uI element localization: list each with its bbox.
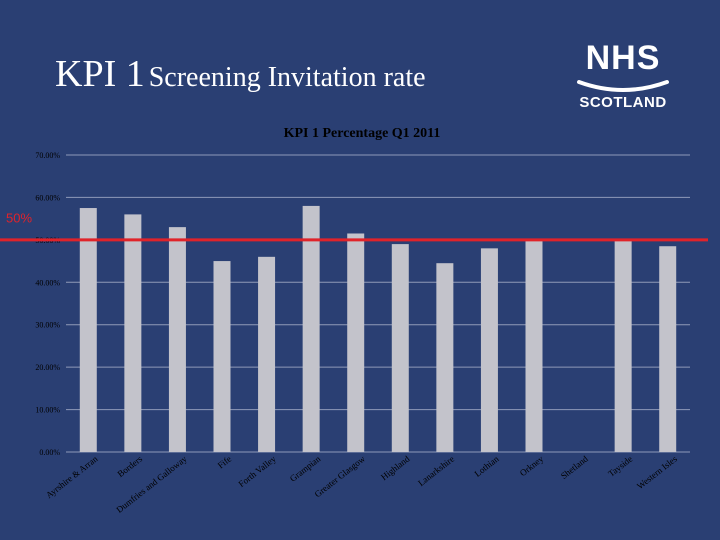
logo-swoosh-icon — [577, 80, 669, 92]
x-tick-label: Borders — [115, 453, 144, 479]
bar — [258, 256, 276, 452]
y-tick-label: 40.00% — [35, 278, 60, 287]
slide-title-rest: Screening Invitation rate — [148, 62, 426, 93]
y-tick-label: 30.00% — [35, 321, 60, 330]
x-tick-label: Lanarkshire — [416, 454, 456, 488]
x-tick-label: Orkney — [518, 453, 546, 478]
chart-title: KPI 1 Percentage Q1 2011 — [284, 126, 441, 141]
bar — [436, 263, 454, 452]
bar — [659, 246, 677, 452]
nhs-scotland-logo: NHS SCOTLAND — [568, 38, 678, 118]
x-tick-label: Fife — [216, 454, 234, 471]
y-tick-label: 10.00% — [35, 406, 60, 415]
x-tick-label: Highland — [379, 453, 412, 482]
y-tick-label: 20.00% — [35, 363, 60, 372]
bar — [347, 233, 365, 452]
x-tick-label: Forth Valley — [237, 453, 279, 489]
y-tick-label: 0.00% — [39, 448, 60, 457]
x-tick-label: Ayrshire & Arran — [44, 453, 100, 500]
x-tick-label: Tayside — [606, 454, 634, 479]
x-tick-label: Shetland — [559, 453, 590, 481]
slide-title-prefix: KPI 1 — [55, 53, 145, 95]
logo-scotland-text: SCOTLAND — [579, 94, 667, 111]
bar — [124, 214, 142, 452]
slide-title: KPI 1 Screening Invitation rate — [55, 52, 426, 96]
bar — [79, 208, 97, 452]
x-tick-label: Lothian — [472, 453, 501, 478]
bar — [391, 244, 409, 452]
reference-line-label: 50% — [6, 211, 32, 226]
x-tick-label: Grampian — [288, 453, 323, 483]
bar — [213, 261, 231, 452]
bar — [614, 239, 632, 452]
logo-nhs-text: NHS — [585, 39, 661, 77]
bar — [302, 205, 320, 452]
x-tick-label: Western Isles — [635, 453, 679, 491]
bar — [480, 248, 498, 452]
bar — [525, 239, 543, 452]
y-tick-label: 60.00% — [35, 193, 60, 202]
y-tick-label: 70.00% — [35, 151, 60, 160]
bar — [168, 227, 186, 452]
